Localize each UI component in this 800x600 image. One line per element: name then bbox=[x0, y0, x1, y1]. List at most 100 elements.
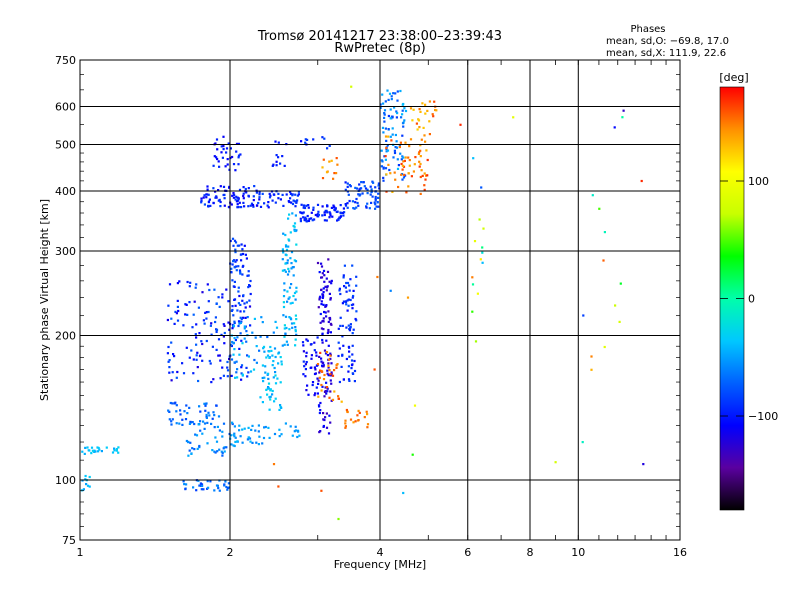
data-point bbox=[287, 297, 290, 300]
data-point bbox=[213, 426, 216, 429]
data-point bbox=[390, 95, 393, 98]
data-point bbox=[335, 157, 338, 160]
data-point bbox=[200, 199, 203, 202]
data-point bbox=[221, 430, 224, 433]
data-point bbox=[267, 206, 270, 209]
data-point bbox=[581, 441, 584, 444]
data-point bbox=[373, 201, 376, 204]
data-point bbox=[333, 206, 336, 209]
data-point bbox=[471, 276, 474, 279]
data-point bbox=[243, 327, 246, 330]
data-point bbox=[218, 305, 221, 308]
data-point bbox=[216, 484, 219, 487]
data-point bbox=[403, 119, 406, 122]
data-point bbox=[319, 401, 322, 405]
data-point bbox=[292, 274, 295, 277]
data-point bbox=[214, 451, 217, 454]
data-point bbox=[345, 408, 348, 412]
data-point bbox=[239, 316, 242, 319]
data-point bbox=[96, 446, 99, 449]
data-point bbox=[241, 441, 244, 444]
data-point bbox=[227, 482, 230, 485]
data-point bbox=[349, 323, 352, 326]
data-point bbox=[207, 205, 210, 208]
legend-x-stats: mean, sd,X: 111.9, 22.6 bbox=[606, 48, 726, 59]
data-point bbox=[322, 287, 325, 290]
data-point bbox=[394, 92, 397, 95]
data-point bbox=[84, 446, 87, 449]
data-point bbox=[268, 192, 271, 195]
data-point bbox=[401, 134, 404, 137]
data-point bbox=[321, 332, 324, 335]
data-point bbox=[384, 135, 388, 138]
data-point bbox=[192, 313, 195, 316]
data-point bbox=[338, 347, 341, 350]
data-point bbox=[284, 244, 288, 247]
data-point bbox=[233, 280, 236, 283]
data-point bbox=[289, 197, 292, 200]
data-point bbox=[377, 192, 380, 195]
data-point bbox=[388, 168, 391, 172]
y-axis: 75 100 200 300 400 500 600 750 bbox=[55, 54, 680, 547]
data-point bbox=[86, 484, 90, 487]
data-point bbox=[354, 201, 357, 204]
data-point bbox=[306, 339, 309, 342]
data-point bbox=[88, 475, 91, 479]
data-point bbox=[277, 197, 280, 200]
data-point bbox=[282, 232, 285, 235]
data-point bbox=[199, 429, 202, 432]
data-point bbox=[285, 340, 288, 343]
data-point bbox=[313, 394, 316, 397]
data-point bbox=[302, 204, 305, 207]
data-point bbox=[208, 288, 211, 292]
data-point bbox=[356, 414, 359, 417]
data-point bbox=[307, 204, 310, 207]
data-point bbox=[299, 217, 302, 220]
data-point bbox=[414, 156, 417, 159]
data-point bbox=[310, 357, 313, 360]
data-point bbox=[287, 238, 290, 241]
data-point bbox=[322, 269, 326, 272]
data-point bbox=[328, 160, 331, 163]
data-point bbox=[277, 141, 280, 144]
data-point bbox=[642, 463, 645, 466]
data-point bbox=[240, 206, 243, 209]
data-point bbox=[250, 428, 253, 431]
data-point bbox=[303, 206, 307, 210]
data-point bbox=[312, 138, 315, 141]
data-point bbox=[233, 239, 237, 242]
data-point bbox=[230, 344, 233, 348]
data-point bbox=[383, 120, 386, 123]
data-point bbox=[282, 295, 286, 298]
data-point bbox=[304, 138, 307, 141]
data-point bbox=[244, 187, 247, 191]
data-point bbox=[188, 422, 191, 425]
data-point bbox=[421, 102, 424, 105]
data-point bbox=[241, 299, 244, 302]
data-point bbox=[261, 364, 264, 367]
data-point bbox=[352, 372, 355, 375]
data-point bbox=[377, 184, 380, 187]
data-point bbox=[249, 204, 252, 207]
data-point bbox=[200, 488, 203, 491]
data-point bbox=[349, 418, 353, 421]
data-point bbox=[223, 331, 226, 335]
data-point bbox=[217, 487, 220, 490]
data-point bbox=[386, 144, 389, 147]
scatter-points bbox=[80, 85, 645, 521]
data-point bbox=[215, 196, 218, 199]
colorbar-label: [deg] bbox=[719, 71, 748, 84]
data-point bbox=[184, 303, 187, 306]
data-point bbox=[231, 340, 234, 344]
data-point bbox=[200, 340, 203, 343]
data-point bbox=[215, 348, 218, 351]
data-point bbox=[206, 283, 209, 286]
data-point bbox=[353, 359, 356, 363]
data-point bbox=[274, 374, 277, 377]
data-point bbox=[233, 435, 236, 438]
data-point bbox=[243, 310, 246, 313]
data-point bbox=[269, 395, 272, 398]
data-point bbox=[378, 187, 381, 190]
data-point bbox=[390, 98, 393, 101]
data-point bbox=[208, 359, 211, 363]
